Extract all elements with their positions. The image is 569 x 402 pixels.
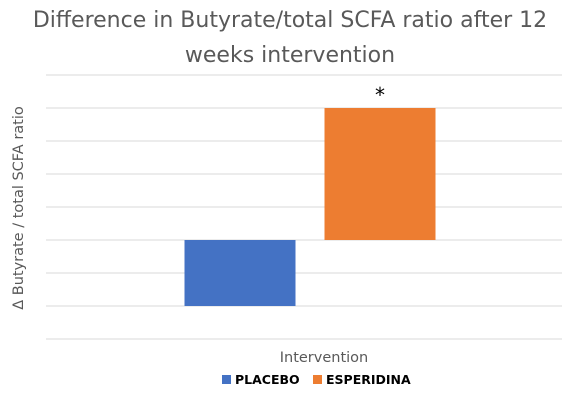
- significance-annotation: *: [375, 83, 385, 107]
- legend-label: PLACEBO: [235, 372, 300, 387]
- chart-title-line-2: weeks intervention: [185, 43, 395, 68]
- bars: [184, 108, 436, 306]
- bar-esperidina: [324, 108, 436, 240]
- legend-swatch: [313, 375, 322, 384]
- legend: PLACEBO ESPERIDINA: [222, 372, 411, 387]
- gridlines: [46, 74, 562, 340]
- chart-title-line-1: Difference in Butyrate/total SCFA ratio …: [33, 8, 547, 33]
- legend-label: ESPERIDINA: [326, 372, 411, 387]
- x-axis-title: Intervention: [280, 350, 369, 366]
- chart-title: Difference in Butyrate/total SCFA ratio …: [33, 8, 547, 68]
- legend-swatch: [222, 375, 231, 384]
- annotations: *: [375, 83, 385, 107]
- bar-placebo: [184, 240, 296, 306]
- y-axis-title: Δ Butyrate / total SCFA ratio: [11, 106, 27, 310]
